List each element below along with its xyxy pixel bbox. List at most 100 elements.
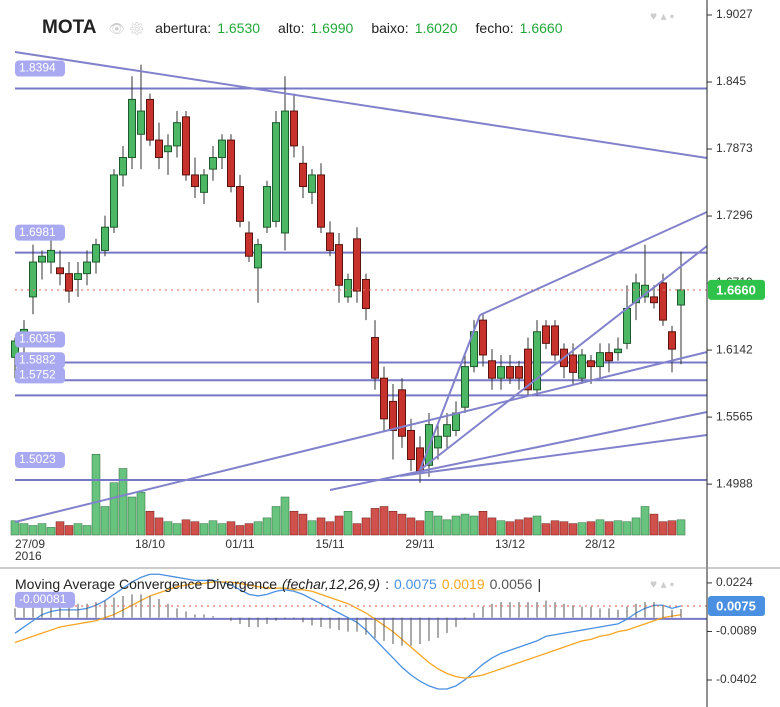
- level-label-box: [15, 60, 65, 77]
- volume-bar: [613, 520, 623, 536]
- panel-icons[interactable]: ♥ ▴ ▪: [650, 577, 674, 591]
- x-tick-label: 28/12: [585, 537, 615, 551]
- candle-body: [317, 174, 325, 228]
- candle: [488, 349, 496, 390]
- candle-body: [110, 174, 118, 228]
- trend-line: [14, 351, 708, 523]
- candle-body: [209, 157, 217, 170]
- candle: [497, 354, 505, 390]
- candle-body: [29, 261, 37, 298]
- candle: [317, 163, 325, 234]
- last-price-label: 1.6660: [716, 282, 756, 297]
- candle-body: [452, 412, 460, 431]
- candle-body: [128, 98, 136, 159]
- candle: [659, 273, 667, 326]
- suffix: |: [537, 576, 542, 592]
- volume-bar: [523, 517, 533, 536]
- level-label-text: 1.6981: [19, 225, 56, 239]
- candle: [38, 250, 46, 280]
- candle: [344, 273, 352, 303]
- candle: [443, 413, 451, 448]
- candle-body: [488, 360, 496, 379]
- candle-body: [146, 98, 154, 141]
- x-tick-label: 15/11: [315, 537, 344, 551]
- candle: [236, 174, 244, 228]
- candle: [227, 134, 235, 193]
- volume-bar: [181, 519, 191, 536]
- candle-body: [263, 186, 271, 228]
- candle-body: [461, 366, 469, 408]
- y-tick-label: 1.6142: [716, 342, 753, 356]
- level-label: -0.00081: [15, 591, 75, 608]
- volume-bar: [343, 511, 353, 536]
- volume-bar: [172, 523, 182, 536]
- candle-body: [245, 232, 253, 257]
- candle-body: [299, 162, 307, 188]
- candle-body: [119, 157, 127, 176]
- volume-bar: [487, 517, 497, 536]
- candle: [326, 221, 334, 257]
- candle-body: [218, 139, 226, 159]
- candle: [614, 337, 622, 361]
- x-tick-label: 01/11: [225, 537, 254, 551]
- volume-bar: [145, 511, 155, 536]
- candle: [650, 285, 658, 309]
- volume-bar: [136, 492, 146, 536]
- candle-body: [308, 174, 316, 193]
- volume-bar: [505, 521, 515, 536]
- y-tick-label: 0.0224: [716, 575, 753, 589]
- level-label-text: 1.5752: [19, 368, 56, 382]
- volume-bar: [397, 513, 407, 536]
- candle-body: [38, 255, 46, 263]
- candle-body: [155, 139, 163, 159]
- volume-bar: [514, 519, 524, 536]
- candle: [254, 238, 262, 303]
- level-label-text: 1.8394: [19, 61, 56, 75]
- plot-layer: 1.90271.8451.78731.72961.67191.61421.556…: [10, 7, 757, 690]
- candle-body: [668, 331, 676, 350]
- panel-icons[interactable]: ♥ ▴ ▪: [650, 9, 674, 23]
- level-label: 1.8394: [15, 60, 65, 77]
- volume-bar: [280, 496, 290, 536]
- trend-line: [419, 245, 708, 471]
- volume-bar: [559, 521, 569, 536]
- level-label: 1.6035: [15, 331, 65, 348]
- visibility-icon[interactable]: 👁 ⚙: [108, 21, 146, 36]
- candle: [299, 145, 307, 199]
- volume-bar: [388, 511, 398, 536]
- candle: [119, 145, 127, 187]
- indicator-name: Moving Average Convergence Divergence: [15, 576, 278, 592]
- volume-bar: [550, 520, 560, 536]
- candle-body: [614, 348, 622, 354]
- volume-bar: [28, 525, 38, 536]
- candle: [92, 238, 100, 274]
- candle: [668, 325, 676, 373]
- last-value-box: [708, 596, 765, 617]
- volume-bar: [424, 511, 434, 536]
- x-tick-label: 13/12: [495, 537, 525, 551]
- volume-bar: [460, 513, 470, 536]
- volume-bar: [478, 511, 488, 536]
- level-label-text: -0.00081: [19, 592, 67, 606]
- candle-body: [434, 435, 442, 449]
- candle: [506, 354, 514, 385]
- candle: [407, 418, 415, 472]
- volume-bar: [325, 521, 335, 536]
- volume-bar: [577, 522, 587, 536]
- legend-value: 0.0056: [489, 576, 533, 592]
- candle-body: [137, 110, 145, 135]
- volume-bar: [334, 515, 344, 536]
- candle-body: [542, 325, 550, 344]
- volume-bar: [442, 519, 452, 536]
- candle: [191, 157, 199, 199]
- volume-bar: [100, 506, 110, 536]
- candle: [155, 122, 163, 170]
- candle: [290, 93, 298, 158]
- candle: [74, 262, 82, 297]
- candle: [29, 244, 37, 315]
- volume-bar: [109, 482, 119, 536]
- volume-bar: [415, 520, 425, 536]
- level-label-text: 1.6035: [19, 332, 56, 346]
- ohlc-value: 1.6020: [414, 20, 458, 36]
